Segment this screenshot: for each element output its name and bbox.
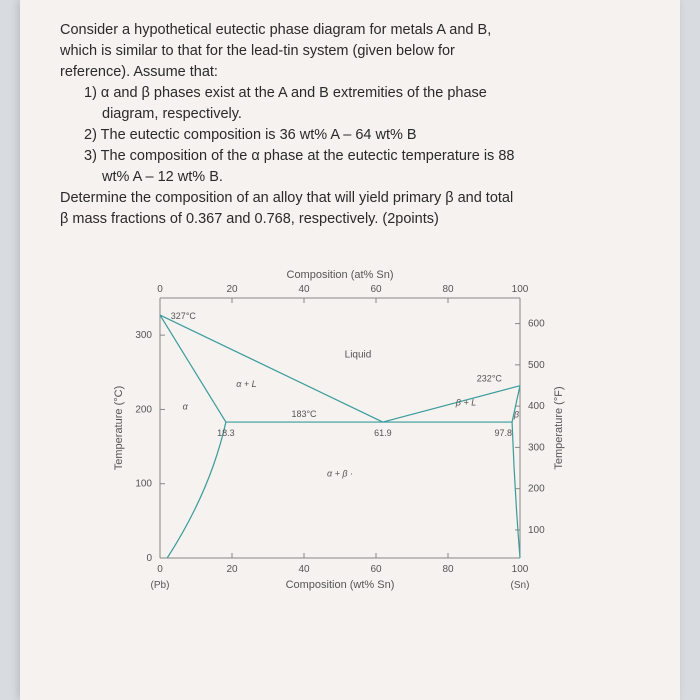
svg-text:200: 200: [135, 405, 152, 416]
problem-item: wt% A – 12 wt% B.: [102, 167, 640, 188]
svg-text:Composition (at% Sn): Composition (at% Sn): [287, 269, 394, 281]
svg-text:100: 100: [512, 564, 529, 575]
svg-text:300: 300: [135, 330, 152, 341]
svg-text:Temperature (°F): Temperature (°F): [553, 387, 565, 470]
svg-text:100: 100: [135, 479, 152, 490]
svg-text:(Pb): (Pb): [151, 580, 170, 591]
svg-text:β + L: β + L: [455, 398, 476, 408]
svg-text:100: 100: [528, 525, 545, 536]
svg-text:100: 100: [512, 284, 529, 295]
problem-item: 2) The eutectic composition is 36 wt% A …: [84, 125, 640, 146]
svg-text:300: 300: [528, 443, 545, 454]
problem-line: Consider a hypothetical eutectic phase d…: [60, 20, 640, 41]
svg-text:(Sn): (Sn): [511, 580, 530, 591]
svg-text:400: 400: [528, 401, 545, 412]
svg-text:97.8: 97.8: [495, 428, 513, 438]
svg-text:80: 80: [442, 284, 454, 295]
svg-text:60: 60: [370, 564, 382, 575]
svg-text:α + L: α + L: [236, 379, 256, 389]
svg-text:β: β: [513, 410, 519, 420]
problem-line: which is similar to that for the lead-ti…: [60, 41, 640, 62]
svg-text:200: 200: [528, 484, 545, 495]
svg-text:80: 80: [442, 564, 454, 575]
problem-item: diagram, respectively.: [102, 104, 640, 125]
problem-line: Determine the composition of an alloy th…: [60, 188, 640, 209]
svg-text:Temperature (°C): Temperature (°C): [113, 386, 125, 470]
problem-line: β mass fractions of 0.367 and 0.768, res…: [60, 209, 640, 230]
svg-text:Liquid: Liquid: [345, 350, 372, 361]
svg-text:Composition (wt% Sn): Composition (wt% Sn): [286, 579, 395, 591]
svg-text:500: 500: [528, 360, 545, 371]
svg-text:20: 20: [226, 284, 238, 295]
paper-sheet: Consider a hypothetical eutectic phase d…: [20, 0, 680, 700]
svg-text:α: α: [183, 402, 189, 412]
svg-text:327°C: 327°C: [171, 311, 197, 321]
svg-text:60: 60: [370, 284, 382, 295]
svg-text:18.3: 18.3: [217, 428, 235, 438]
svg-text:600: 600: [528, 319, 545, 330]
svg-text:232°C: 232°C: [477, 374, 503, 384]
svg-text:40: 40: [298, 284, 310, 295]
svg-text:0: 0: [146, 553, 152, 564]
svg-text:α + β ·: α + β ·: [327, 468, 353, 478]
problem-line: reference). Assume that:: [60, 62, 640, 83]
chart-svg: 0 20 40 60 80 100 Composition (at% Sn) 0 20 40 60 8…: [90, 258, 610, 618]
svg-text:20: 20: [226, 564, 238, 575]
svg-text:0: 0: [157, 284, 163, 295]
problem-text: Consider a hypothetical eutectic phase d…: [60, 20, 640, 230]
phase-diagram-chart: 0 20 40 60 80 100 Composition (at% Sn) 0 20 40 60 8…: [90, 258, 610, 618]
svg-text:40: 40: [298, 564, 310, 575]
problem-item: 1) α and β phases exist at the A and B e…: [84, 83, 640, 104]
svg-text:61.9: 61.9: [374, 428, 392, 438]
svg-text:0: 0: [157, 564, 163, 575]
svg-text:183°C: 183°C: [291, 409, 317, 419]
problem-item: 3) The composition of the α phase at the…: [84, 146, 640, 167]
